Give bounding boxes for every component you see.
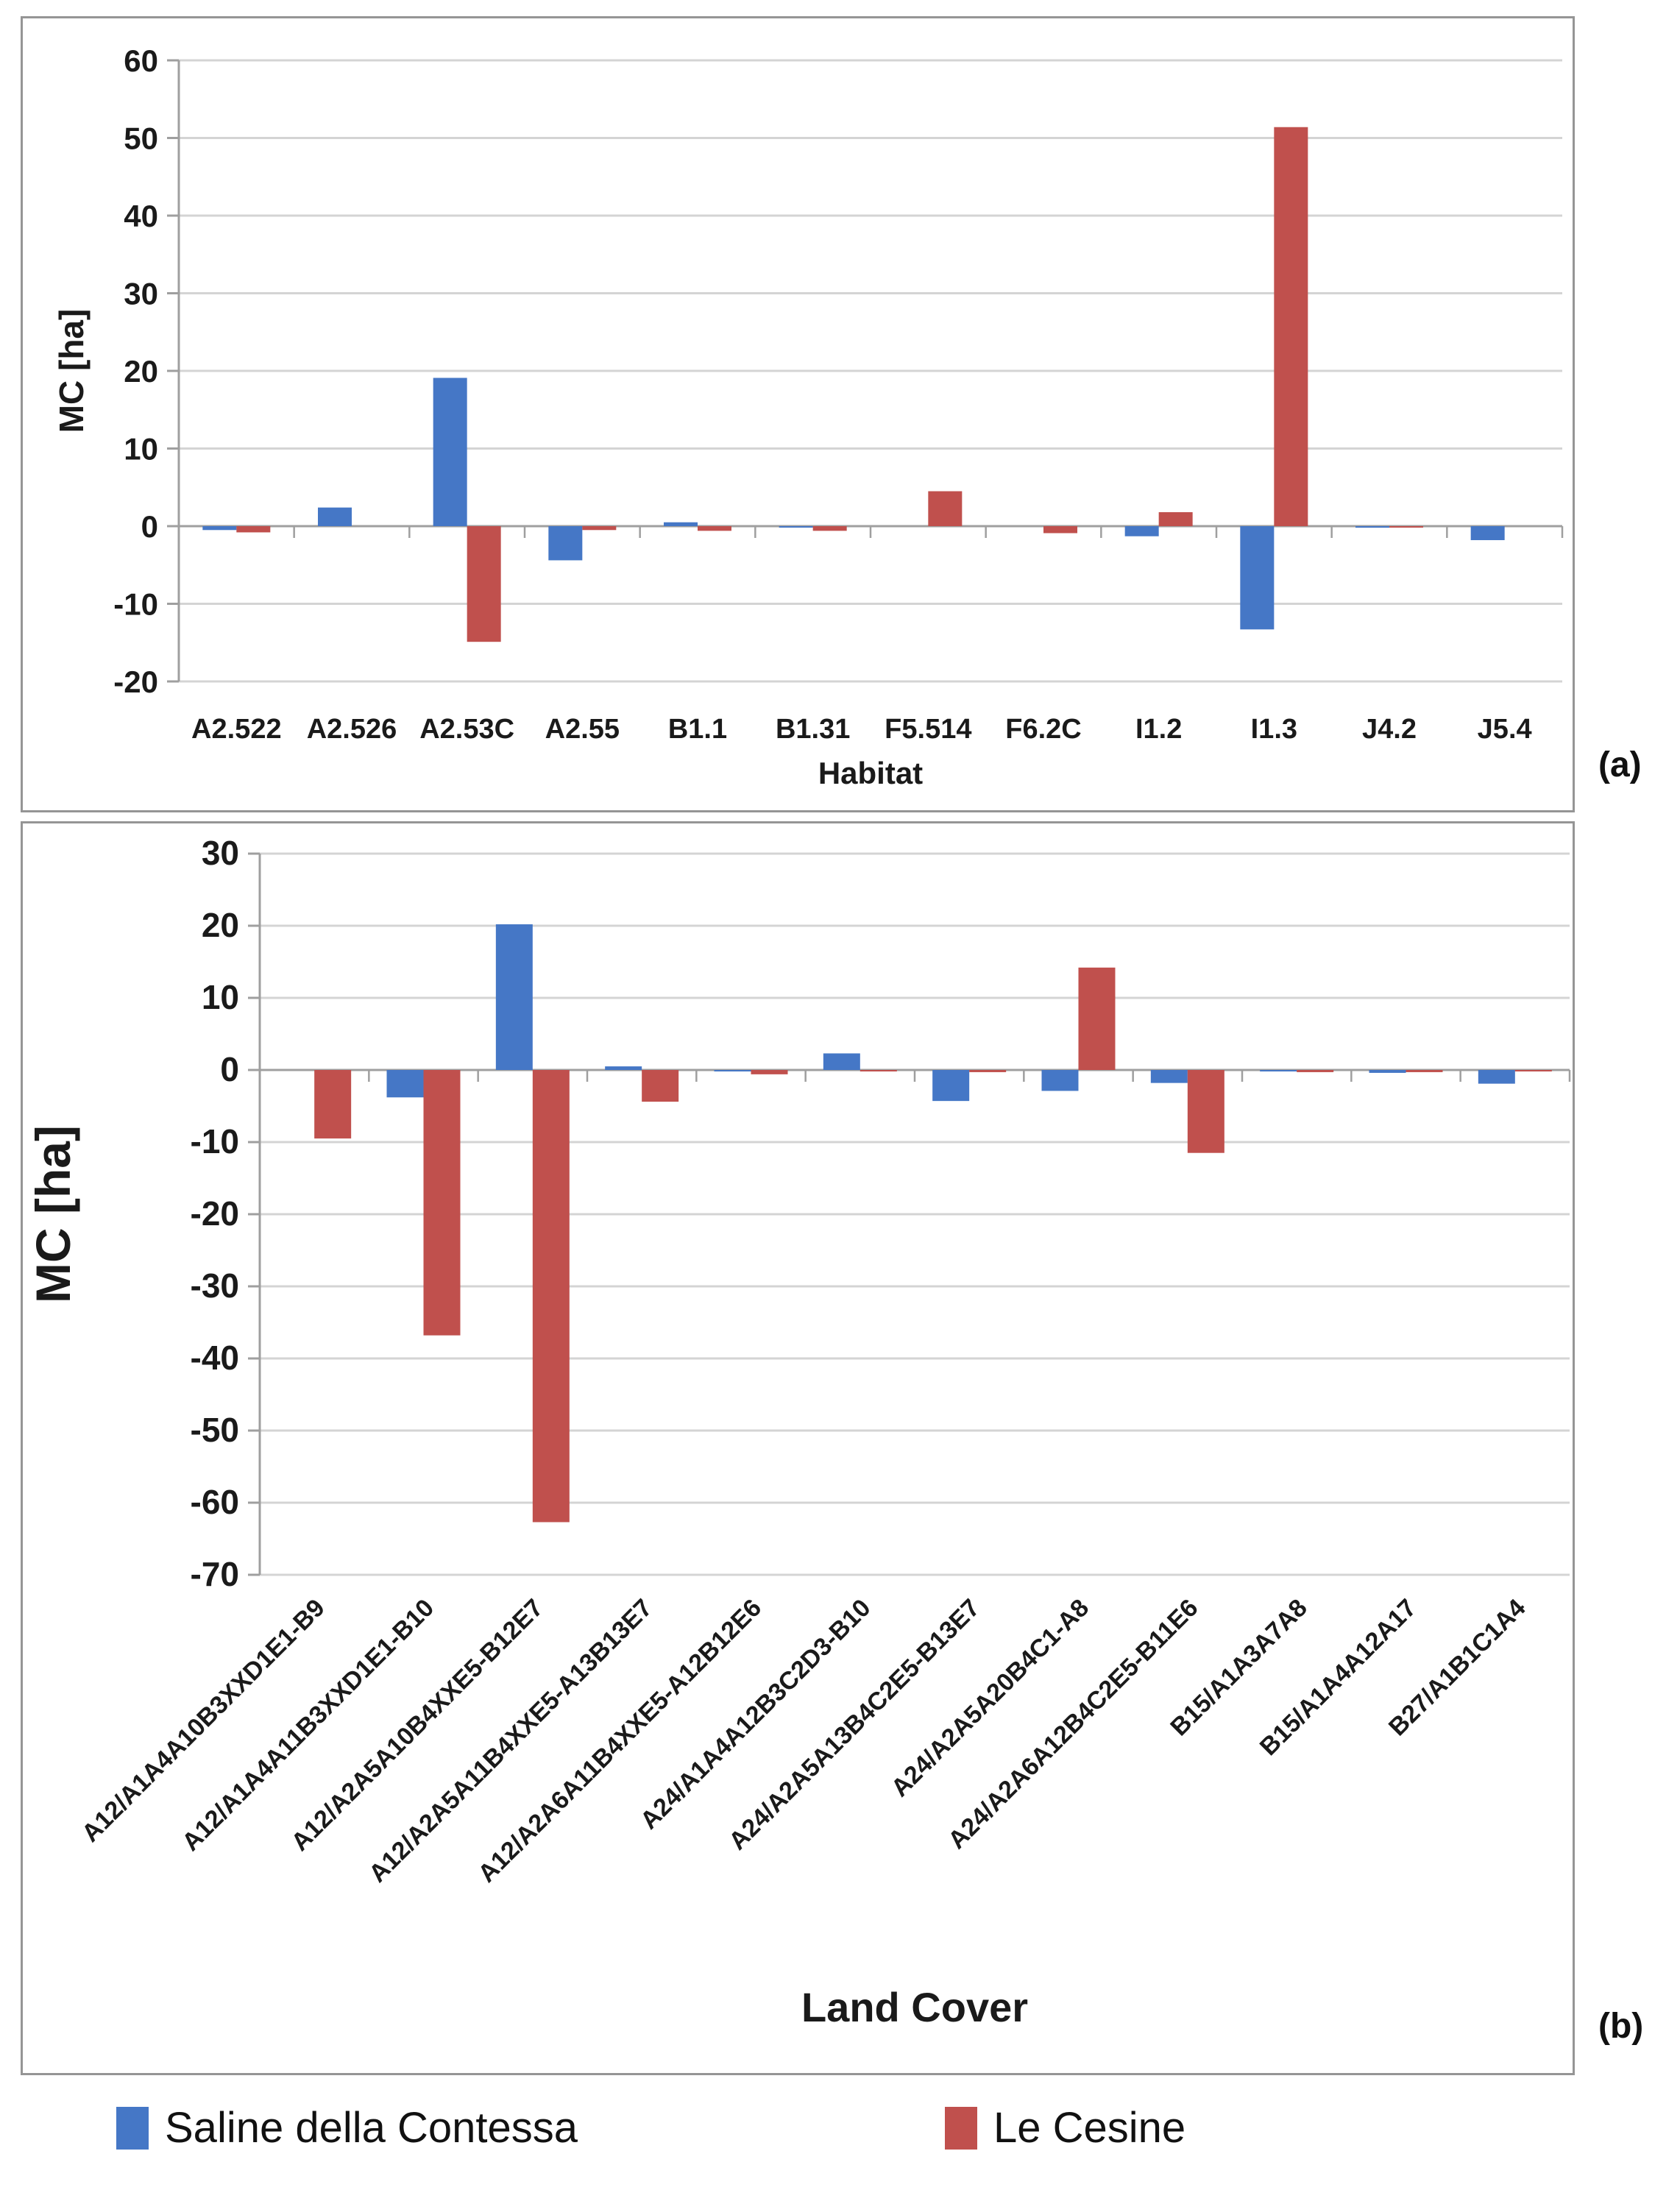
y-tick-label: -30: [191, 1266, 239, 1305]
bar: [386, 1070, 424, 1098]
bar: [314, 1070, 352, 1139]
bar: [1124, 526, 1159, 536]
bar: [1470, 526, 1505, 540]
y-axis-title: MC [ha]: [52, 309, 91, 433]
bar: [1187, 1070, 1224, 1153]
red-series-swatch-icon: [945, 2106, 977, 2150]
bar: [1043, 526, 1077, 534]
category-label: F5.514: [885, 714, 971, 745]
legend-item-saline-della-contessa: Saline della Contessa: [116, 2103, 578, 2152]
category-label: A2.55: [545, 714, 620, 745]
bar: [467, 526, 501, 642]
category-label: J4.2: [1362, 714, 1417, 745]
y-tick-label: 30: [202, 834, 239, 872]
bar: [779, 526, 813, 528]
y-tick-label: -70: [191, 1555, 239, 1593]
y-tick-label: 10: [124, 432, 158, 467]
bar: [1478, 1070, 1515, 1084]
y-tick-label: -50: [191, 1411, 239, 1449]
bar: [495, 924, 533, 1070]
bar: [1158, 512, 1193, 526]
bar: [1406, 1070, 1443, 1072]
legend-label: Le Cesine: [993, 2104, 1186, 2152]
bar: [1297, 1070, 1334, 1072]
y-tick-label: 30: [124, 277, 158, 311]
bar: [698, 526, 731, 531]
land-cover-bar-chart: 3020100-10-20-30-40-50-60-70A12/A1A4A10B…: [26, 834, 1571, 2030]
bar: [318, 507, 352, 526]
bar: [860, 1070, 897, 1071]
blue-series-swatch-icon: [116, 2106, 149, 2150]
y-tick-label: -20: [191, 1194, 239, 1233]
bar: [1274, 127, 1308, 527]
bar: [823, 1053, 860, 1070]
y-tick-label: -60: [191, 1483, 239, 1521]
y-tick-label: 0: [220, 1050, 239, 1088]
bar: [548, 526, 583, 561]
bar: [423, 1070, 461, 1336]
bar: [1260, 1070, 1297, 1071]
category-label: I1.3: [1251, 714, 1297, 745]
y-tick-label: -40: [191, 1339, 239, 1377]
category-label: A2.522: [191, 714, 282, 745]
category-label: I1.2: [1135, 714, 1182, 745]
bar: [812, 526, 847, 531]
bar: [605, 1066, 642, 1070]
bar: [1355, 526, 1389, 528]
category-label: F6.2C: [1005, 714, 1081, 745]
bar: [714, 1070, 751, 1071]
y-tick-label: 20: [124, 354, 158, 389]
chart-panel-b: 30 20 10 0 -10 -20 -30 -40 -50 -60 -70 A12/A1A4A10B…: [21, 821, 1575, 2075]
y-tick-label: -20: [113, 665, 158, 699]
bar: [582, 526, 617, 531]
bar: [202, 526, 237, 531]
bar: [664, 522, 698, 526]
category-label: A2.526: [307, 714, 397, 745]
chart-panel-a: 60 50 40 30 20 10 0 -10 -20 A2.522 A2.526 A2.53C A2.…: [21, 16, 1575, 812]
figure-legend: Saline della Contessa Le Cesine: [0, 2103, 1680, 2177]
bar: [928, 491, 963, 526]
category-label: A24/A1A4A12B3C2D3-B10: [635, 1594, 876, 1835]
y-tick-label: 60: [124, 43, 158, 78]
y-tick-label: 20: [202, 906, 239, 944]
y-tick-label: 40: [124, 199, 158, 233]
bar: [1389, 526, 1423, 528]
bar: [1240, 526, 1275, 630]
bar: [1078, 967, 1116, 1070]
y-tick-label: 50: [124, 121, 158, 156]
bar: [532, 1070, 570, 1523]
category-label: A2.53C: [419, 714, 514, 745]
panel-a-tag: (a): [1598, 745, 1642, 784]
panel-b-tag: (b): [1598, 2007, 1644, 2046]
y-tick-label: -10: [191, 1122, 239, 1160]
bar: [1041, 1070, 1079, 1091]
category-label: B1.31: [776, 714, 850, 745]
y-tick-label: -10: [113, 587, 158, 622]
y-tick-label: 0: [141, 509, 158, 544]
category-label: B1.1: [668, 714, 727, 745]
legend-label: Saline della Contessa: [165, 2104, 578, 2152]
y-axis-title: MC [ha]: [26, 1125, 80, 1303]
bar: [1150, 1070, 1188, 1083]
bar: [751, 1070, 788, 1074]
habitat-bar-chart: 60 50 40 30 20 10 0 -10 -20 A2.522 A2.526 A2.53C A2.…: [52, 43, 1564, 790]
bar: [236, 526, 271, 533]
x-axis-title: Land Cover: [801, 1984, 1028, 2030]
bar: [1369, 1070, 1406, 1073]
y-tick-label: 10: [202, 978, 239, 1016]
bar: [1514, 1070, 1552, 1071]
bar: [969, 1070, 1007, 1072]
bar: [642, 1070, 679, 1102]
bar: [932, 1070, 970, 1102]
category-label: J5.4: [1478, 714, 1532, 745]
legend-item-le-cesine: Le Cesine: [945, 2103, 1185, 2152]
x-axis-title: Habitat: [818, 756, 923, 790]
bar: [433, 378, 467, 526]
category-label: A24/A2A5A20B4C1-A8: [886, 1594, 1094, 1802]
